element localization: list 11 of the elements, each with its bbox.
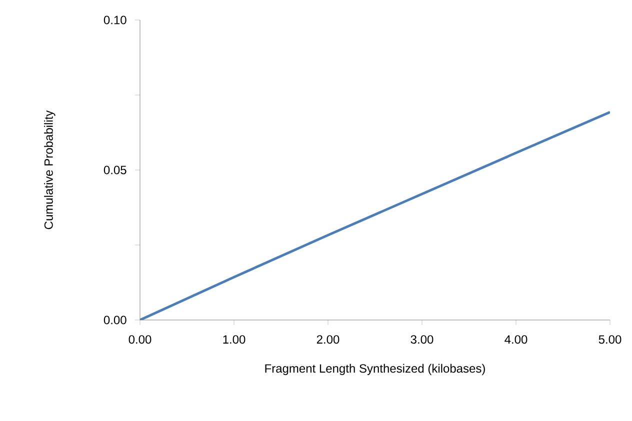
x-axis-title: Fragment Length Synthesized (kilobases) (265, 364, 485, 376)
y-tick-label: 0.10 (104, 16, 126, 24)
x-tick-label: 2.00 (316, 335, 340, 344)
y-tick-label: 0.00 (104, 316, 126, 324)
x-tick-label: 1.00 (223, 335, 246, 344)
y-tick-label: 0.05 (104, 166, 126, 174)
y-axis-title: Cumulative Probability (44, 110, 56, 230)
x-tick-label: 3.00 (410, 335, 434, 344)
x-tick-label: 4.00 (504, 335, 528, 344)
x-tick-label: 0.00 (128, 335, 152, 344)
x-tick-label: 5.00 (598, 335, 622, 344)
